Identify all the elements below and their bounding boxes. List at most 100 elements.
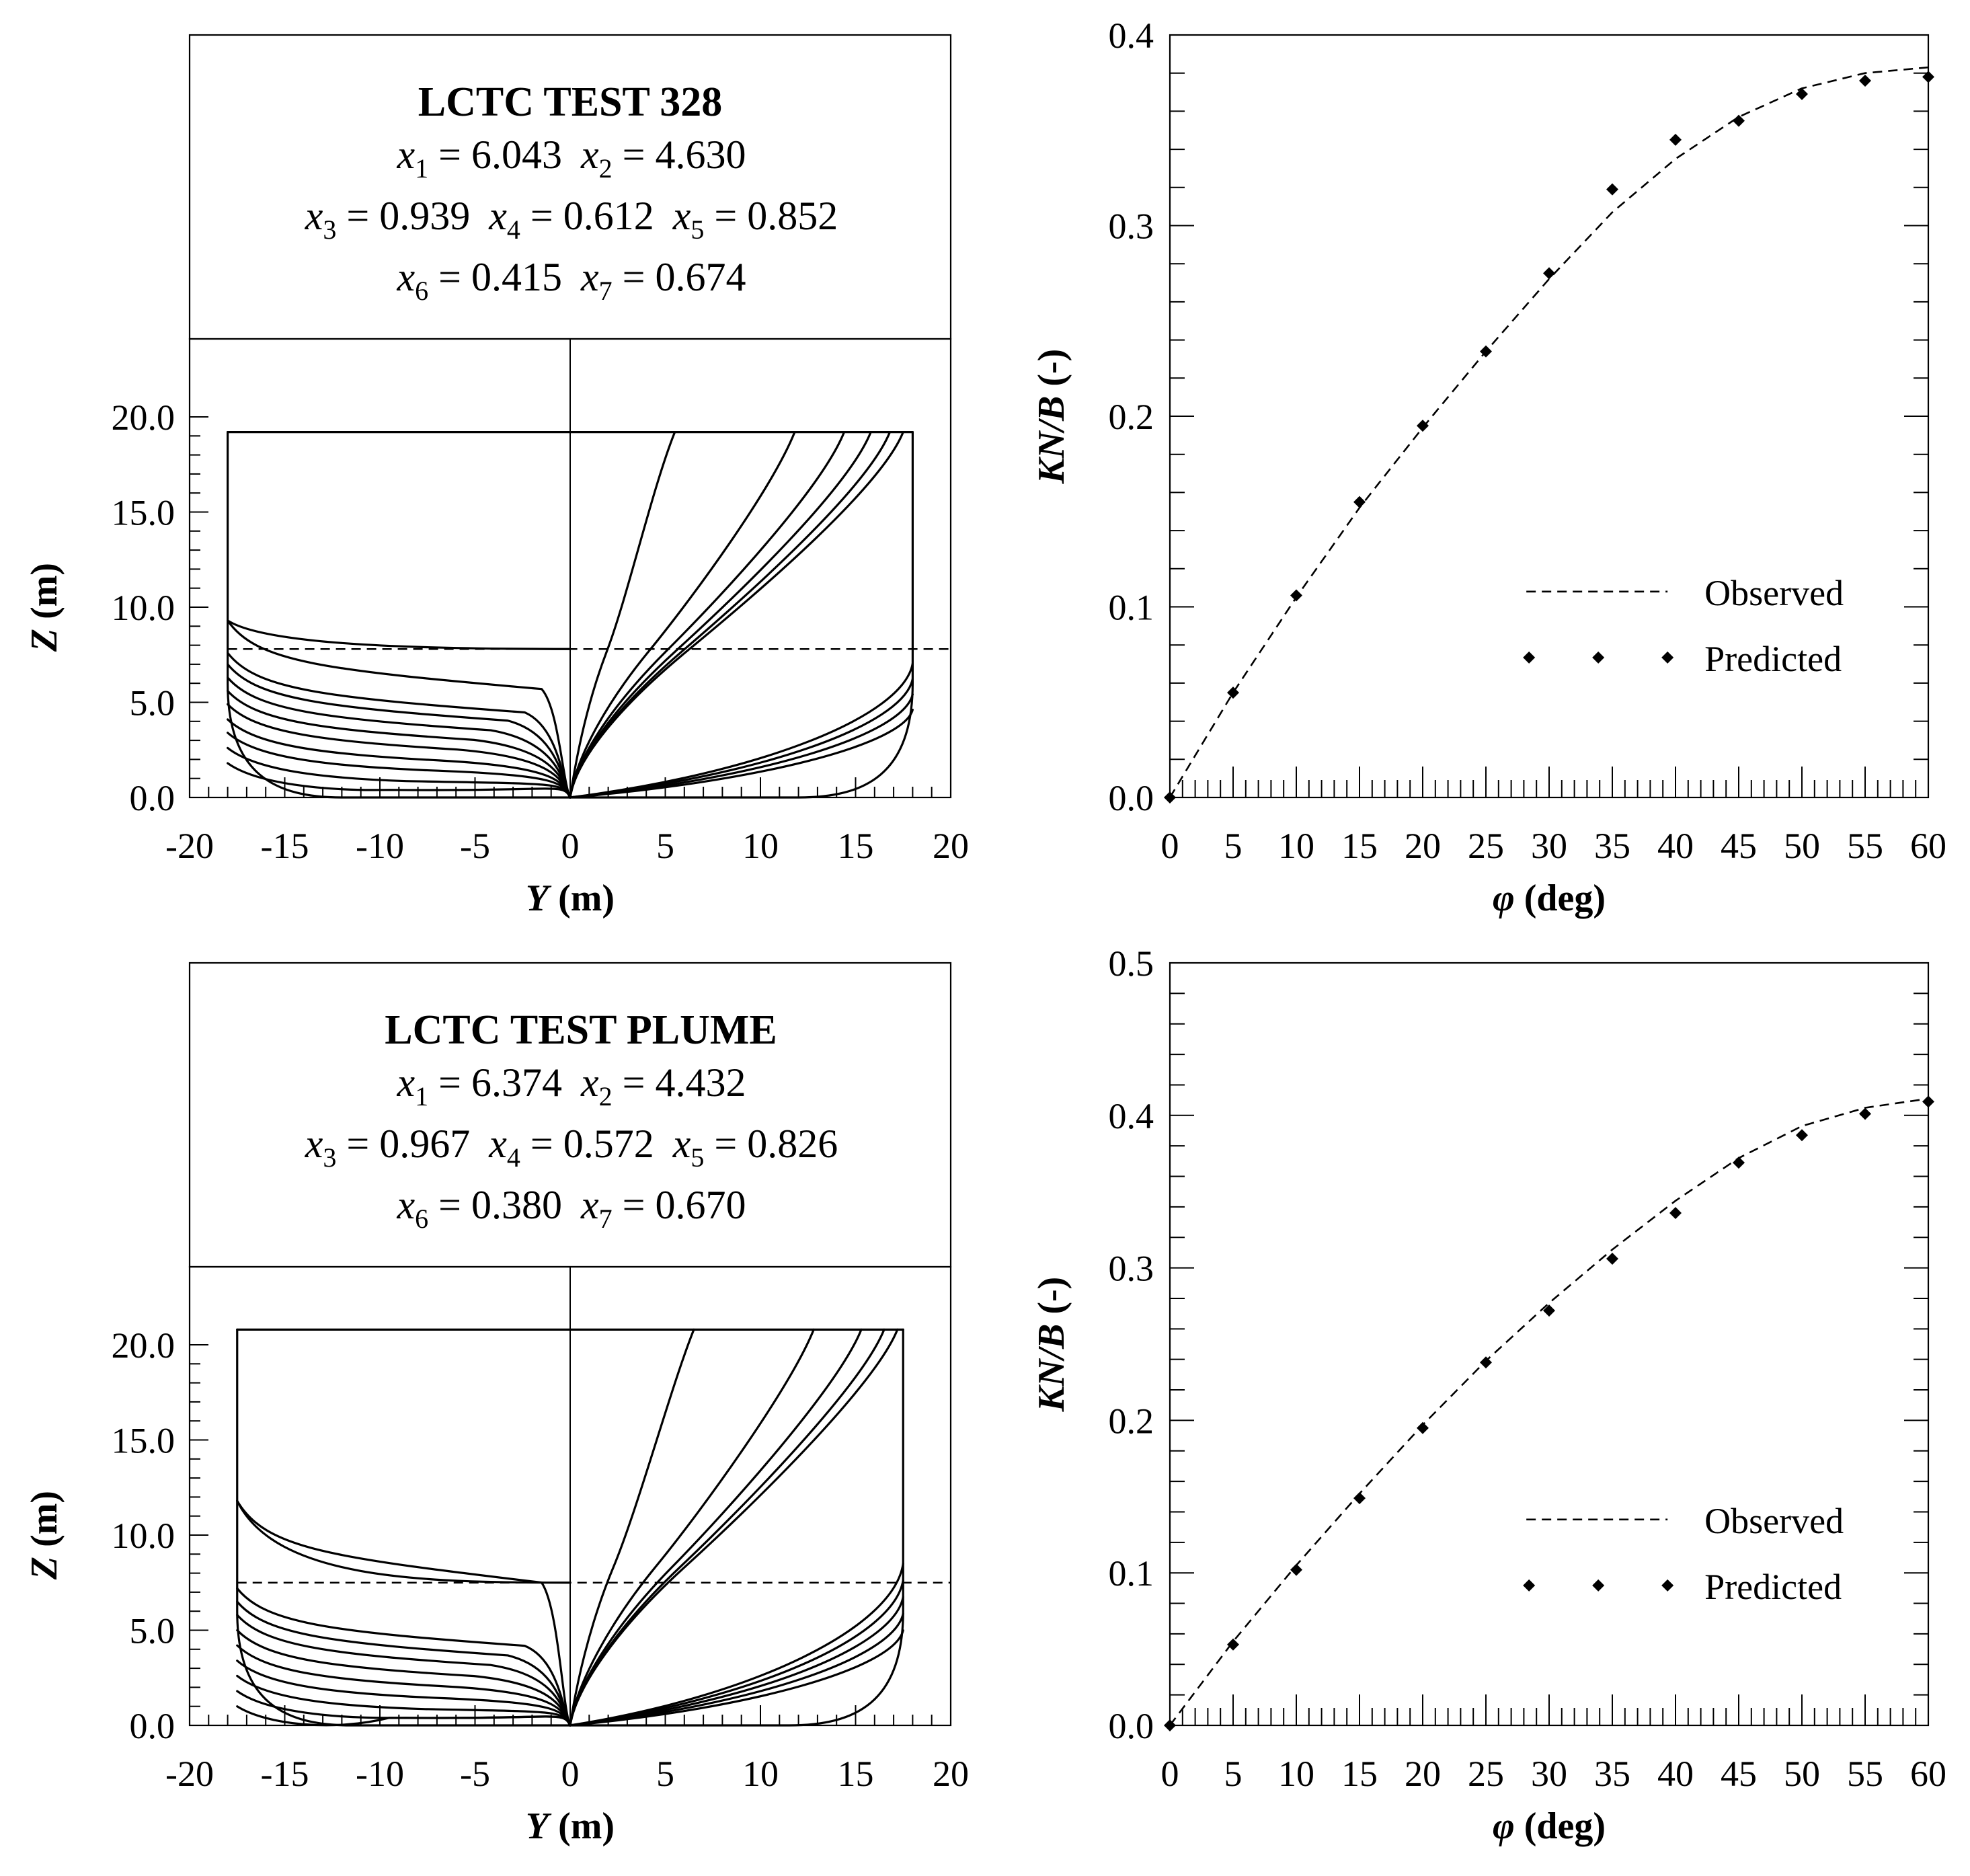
x-tick-label: 10	[1278, 826, 1314, 866]
variable-x: x	[488, 1122, 507, 1166]
fwd-section-line	[569, 431, 846, 799]
variable-x: x	[305, 1122, 323, 1166]
predicted-point	[1859, 75, 1871, 87]
variable-value: = 0.967	[336, 1122, 470, 1166]
y-tick-label: 0.2	[1109, 397, 1154, 437]
fwd-section-line	[569, 708, 914, 799]
fwd-section-line	[569, 431, 676, 799]
x-tick-label: 20	[933, 826, 969, 866]
aft-section-line	[236, 1629, 572, 1727]
x-tick-label: 0	[561, 826, 580, 866]
x-tick-label: 35	[1594, 1754, 1630, 1794]
y-tick-label: 10.0	[112, 1516, 175, 1556]
legend-predicted-marker	[1592, 1579, 1605, 1592]
plot-frame	[1169, 962, 1930, 1727]
variable-value: = 6.043	[428, 132, 562, 177]
predicted-point	[1290, 1563, 1302, 1576]
equation-line: x1 = 6.374 x2 = 4.432	[397, 1060, 746, 1111]
legend-predicted-marker	[1592, 651, 1605, 664]
variable-x: x	[397, 255, 416, 299]
predicted-point	[1606, 183, 1618, 196]
y-tick-label: 0.3	[1109, 206, 1154, 247]
x-tick-label: 0	[1161, 1754, 1179, 1794]
y-tick-label: 0.0	[130, 1706, 175, 1746]
legend-predicted-marker	[1523, 651, 1536, 664]
y-tick-label: 20.0	[112, 1325, 175, 1366]
aft-section-line	[227, 652, 572, 799]
legend-predicted-marker	[1523, 1579, 1536, 1592]
x-tick-label: 60	[1910, 826, 1946, 866]
aft-section-line	[227, 689, 572, 799]
x-tick-label: -10	[356, 826, 404, 866]
fwd-section-line	[569, 431, 796, 799]
axis-symbol: φ	[1493, 1805, 1515, 1847]
axis-symbol: φ	[1493, 877, 1515, 919]
variable-x: x	[397, 1183, 416, 1227]
variable-x: x	[397, 132, 416, 177]
midship-section-fwd	[569, 1328, 904, 1727]
x-tick-label: -10	[356, 1754, 404, 1794]
variable-value: = 0.380	[428, 1183, 562, 1227]
predicted-point	[1733, 1157, 1745, 1169]
x-tick-label: -5	[460, 1754, 490, 1794]
x-axis-title: Y (m)	[526, 877, 615, 919]
aft-section-line	[227, 676, 572, 799]
x-tick-label: -20	[165, 1754, 214, 1794]
observed-line	[1169, 1097, 1929, 1726]
x-tick-label: 10	[742, 1754, 779, 1794]
aft-section-line	[236, 1499, 572, 1727]
y-tick-label: 0.5	[1109, 943, 1154, 984]
x-tick-label: 45	[1721, 826, 1757, 866]
predicted-point	[1606, 1252, 1618, 1265]
variable-value: = 0.852	[704, 194, 838, 238]
midship-section-aft	[236, 1328, 572, 1727]
equation-line: x1 = 6.043 x2 = 4.630	[397, 132, 746, 184]
x-tick-label: 50	[1784, 826, 1820, 866]
predicted-point	[1922, 1095, 1934, 1108]
predicted-point	[1922, 71, 1934, 83]
kn-chart: 0 5 10 15 20 25 30 35 40 45 50 55 60 0.0 0.1 0.2 0.3 0.4 φ…	[1031, 15, 1946, 919]
x-tick-label: 10	[1278, 1754, 1314, 1794]
body-plan-chart: 0.0 5.0 10.0 15.0 20.0 -20 -15 -10 -5 0 5 10 15 20 Y (…	[24, 1265, 969, 1847]
y-axis-title: Z (m)	[24, 1491, 65, 1580]
legend-predicted-marker	[1661, 651, 1674, 664]
fwd-section-line	[569, 693, 914, 799]
axis-unit: (m)	[549, 1805, 615, 1847]
variable-value: = 4.432	[613, 1060, 746, 1105]
axis-unit: (deg)	[1515, 1805, 1606, 1847]
aft-section-line	[236, 1614, 572, 1727]
predicted-point	[1859, 1107, 1871, 1120]
aft-section-line	[236, 1600, 572, 1727]
aft-section-line	[227, 718, 572, 799]
x-tick-label: 30	[1531, 1754, 1567, 1794]
x-tick-label: 5	[1224, 1754, 1243, 1794]
aft-section-line	[227, 732, 572, 799]
aft-section-line	[227, 619, 572, 650]
fwd-section-line	[569, 431, 904, 799]
variable-value: = 0.674	[613, 255, 746, 299]
variable-subscript: 5	[691, 214, 704, 245]
variable-x: x	[672, 1122, 691, 1166]
axis-unit: (-)	[1031, 349, 1072, 396]
variable-subscript: 3	[323, 1142, 336, 1173]
midship-section-fwd	[569, 431, 914, 799]
y-tick-label: 0.0	[1109, 778, 1154, 818]
y-tick-label: 20.0	[112, 397, 175, 438]
fwd-section-line	[569, 662, 914, 799]
axis-unit: (deg)	[1515, 877, 1606, 919]
fwd-section-line	[569, 1579, 904, 1727]
predicted-point	[1164, 791, 1176, 804]
equation-line: x3 = 0.939 x4 = 0.612 x5 = 0.852	[305, 194, 838, 245]
equation-line: x3 = 0.967 x4 = 0.572 x5 = 0.826	[305, 1122, 838, 1173]
variable-subscript: 1	[415, 1081, 428, 1111]
fwd-section-line	[569, 1328, 695, 1727]
aft-section-line	[236, 1674, 572, 1727]
x-tick-label: 55	[1847, 1754, 1883, 1794]
variable-x: x	[305, 194, 323, 238]
variable-subscript: 4	[507, 1142, 520, 1173]
variable-x: x	[397, 1060, 416, 1105]
variable-subscript: 2	[599, 1081, 613, 1111]
y-tick-label: 0.0	[130, 778, 175, 818]
